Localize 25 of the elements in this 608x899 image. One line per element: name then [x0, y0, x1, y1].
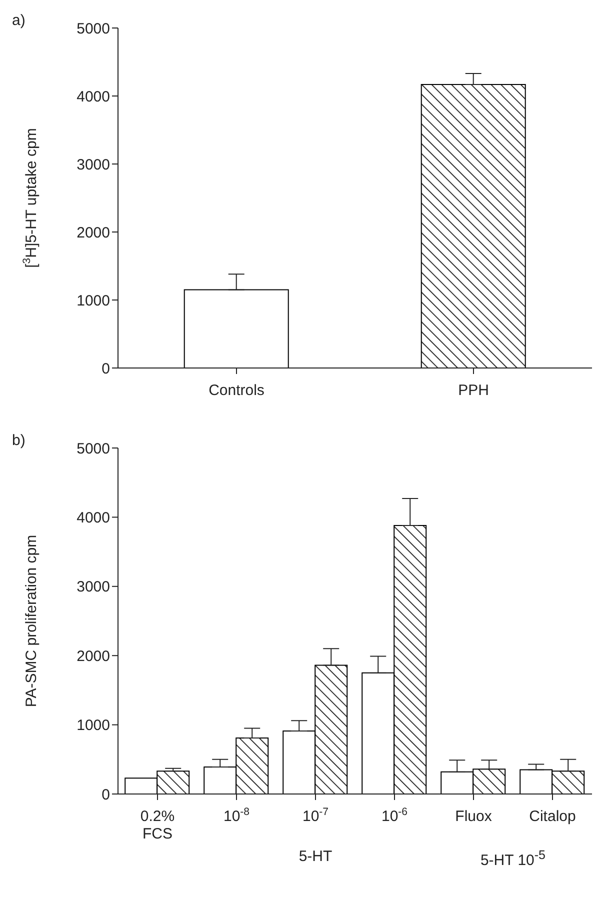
- chart-title: a): [12, 12, 26, 29]
- y-tick-label: 2000: [76, 648, 110, 665]
- x-tick-label: 10$^{-6}$: [381, 806, 408, 825]
- y-tick-label: 1000: [76, 292, 110, 310]
- y-tick-label: 4000: [76, 510, 110, 527]
- x-tick-label: 0.2% FCS: [140, 808, 175, 842]
- y-axis-title: PA-SMC proliferation cpm: [23, 534, 40, 708]
- x-tick-label: 10$^{-8}$: [223, 806, 250, 825]
- x-tick-label: Controls: [208, 382, 264, 399]
- y-tick-label: 4000: [76, 88, 110, 106]
- y-tick-label: 5000: [76, 20, 110, 38]
- y-tick-label: 1000: [76, 717, 110, 734]
- text: 5-HT: [298, 848, 332, 865]
- text: 5-HT 10$^{-5}$: [480, 848, 546, 869]
- y-tick-label: 0: [102, 786, 110, 804]
- y-tick-label: 3000: [76, 156, 110, 174]
- x-tick-label: 10$^{-7}$: [302, 806, 329, 825]
- x-tick-label: PPH: [458, 382, 489, 399]
- chart-title: b): [12, 432, 26, 449]
- x-tick-label: Fluox: [455, 808, 492, 825]
- x-tick-label: Citalop: [529, 808, 576, 825]
- y-tick-label: 3000: [76, 578, 110, 596]
- y-tick-label: 0: [102, 360, 110, 378]
- y-tick-label: 5000: [76, 440, 110, 458]
- y-tick-label: 2000: [76, 224, 110, 242]
